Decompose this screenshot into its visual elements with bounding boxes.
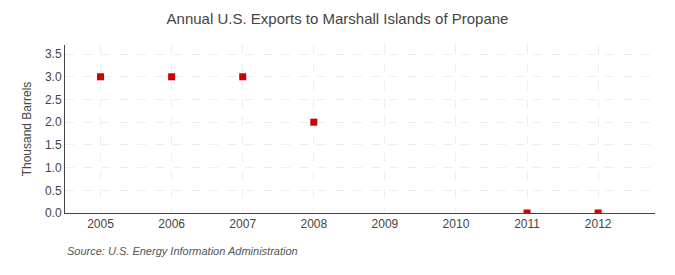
svg-text:2005: 2005 <box>87 217 114 231</box>
svg-text:2011: 2011 <box>514 217 540 231</box>
svg-text:2009: 2009 <box>372 217 399 231</box>
svg-text:1.5: 1.5 <box>45 138 62 152</box>
svg-text:2007: 2007 <box>229 217 256 231</box>
svg-text:0.0: 0.0 <box>45 206 62 220</box>
svg-text:3.0: 3.0 <box>45 70 62 84</box>
svg-text:Source: U.S. Energy Informatio: Source: U.S. Energy Information Administ… <box>67 245 298 257</box>
svg-text:2.0: 2.0 <box>45 115 62 129</box>
svg-text:3.5: 3.5 <box>45 47 62 61</box>
svg-text:1.0: 1.0 <box>45 161 62 175</box>
svg-text:2012: 2012 <box>585 217 612 231</box>
svg-text:0.5: 0.5 <box>45 184 62 198</box>
svg-text:2.5: 2.5 <box>45 93 62 107</box>
svg-text:2006: 2006 <box>158 217 185 231</box>
svg-text:2008: 2008 <box>300 217 327 231</box>
svg-text:Thousand Barrels: Thousand Barrels <box>20 82 34 177</box>
svg-text:2010: 2010 <box>443 217 470 231</box>
svg-text:Annual U.S. Exports to Marshal: Annual U.S. Exports to Marshall Islands … <box>167 10 509 27</box>
